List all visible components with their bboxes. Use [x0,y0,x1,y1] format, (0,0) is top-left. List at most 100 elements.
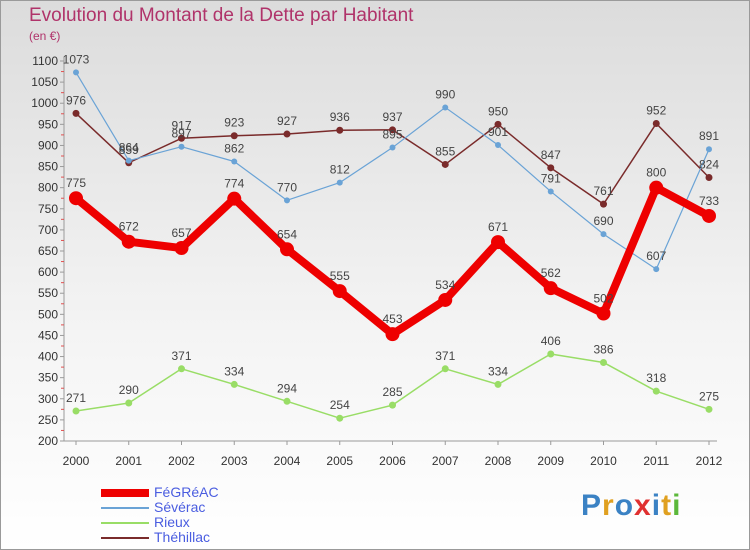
data-label: 897 [171,127,191,141]
data-point [178,365,185,373]
data-label: 923 [224,116,244,130]
data-point [441,365,449,373]
data-label: 607 [646,249,666,263]
y-tick-label: 750 [38,202,58,216]
data-label: 271 [66,391,86,405]
data-label: 254 [330,398,350,412]
data-point [336,126,344,134]
data-label: 936 [330,110,350,124]
data-point [121,234,136,249]
data-label: 318 [646,371,666,385]
data-point [231,158,238,165]
data-label: 290 [119,383,139,397]
data-point [280,242,294,257]
data-point [174,241,189,256]
data-label: 864 [119,141,139,155]
data-label: 285 [382,385,402,399]
logo-letter: o [614,489,635,522]
data-label: 502 [593,291,613,305]
data-label: 733 [699,194,719,208]
data-point [596,306,611,321]
legend-swatch [101,489,149,497]
data-label: 453 [382,312,402,326]
data-label: 534 [435,278,455,292]
data-point [283,397,291,405]
logo-letter: P [581,489,603,522]
data-point [336,179,343,186]
y-tick-label: 1050 [31,75,58,89]
data-label: 294 [277,381,297,395]
x-tick-label: 2006 [379,454,406,468]
data-point [230,132,238,140]
data-point [283,130,291,138]
data-label: 275 [699,389,719,403]
y-tick-label: 450 [38,328,58,342]
legend-label: Théhillac [154,529,211,545]
x-tick-label: 2003 [221,454,248,468]
data-label: 657 [171,226,191,240]
data-point [72,109,80,117]
data-point [178,143,185,150]
data-point [494,380,502,388]
data-label: 761 [593,184,613,198]
y-tick-label: 300 [38,392,58,406]
data-label: 895 [382,128,402,142]
data-point [705,405,713,413]
data-point [125,399,133,407]
logo-letter: i [672,489,682,522]
data-label: 917 [171,118,191,132]
data-label: 859 [119,143,139,157]
data-label: 770 [277,180,297,194]
data-label: 562 [541,266,561,280]
data-label: 672 [119,220,139,234]
data-label: 927 [277,114,297,128]
data-point [491,235,505,250]
data-point [600,358,607,366]
data-point [705,174,713,182]
data-label: 334 [224,364,244,378]
data-label: 775 [66,176,86,190]
data-label: 1073 [63,52,90,66]
logo-letter: t [661,489,673,522]
data-point [284,197,290,204]
data-label: 334 [488,364,508,378]
data-point [652,387,660,395]
data-label: 406 [541,334,561,348]
x-tick-label: 2011 [643,454,669,468]
data-point [547,164,555,172]
data-point [336,414,344,422]
x-tick-label: 2012 [696,454,723,468]
data-label: 952 [646,103,666,117]
data-point [653,266,660,273]
data-point [600,231,607,238]
data-label: 371 [435,349,455,363]
data-label: 812 [330,163,350,177]
data-label: 847 [541,148,561,162]
x-tick-label: 2001 [115,454,142,468]
y-tick-label: 850 [38,160,58,174]
legend-swatch [101,522,149,524]
y-tick-label: 950 [38,117,58,131]
data-label: 950 [488,104,508,118]
y-tick-label: 650 [38,244,58,258]
x-tick-label: 2010 [590,454,617,468]
data-point [543,281,558,296]
y-tick-label: 250 [38,413,58,427]
legend-label: Sévérac [154,499,206,515]
data-point [389,126,396,134]
data-label: 891 [699,129,719,143]
y-tick-label: 1000 [31,96,58,110]
data-point [73,69,79,76]
data-label: 976 [66,93,86,107]
x-tick-label: 2004 [274,454,301,468]
data-point [125,157,132,164]
logo-letter: x [634,489,652,522]
legend-swatch [101,537,149,539]
y-tick-label: 500 [38,307,58,321]
data-label: 791 [541,171,561,185]
data-label: 855 [435,144,455,158]
chart-title: Evolution du Montant de la Dette par Hab… [29,5,414,26]
data-label: 690 [593,214,613,228]
data-label: 990 [435,87,455,101]
